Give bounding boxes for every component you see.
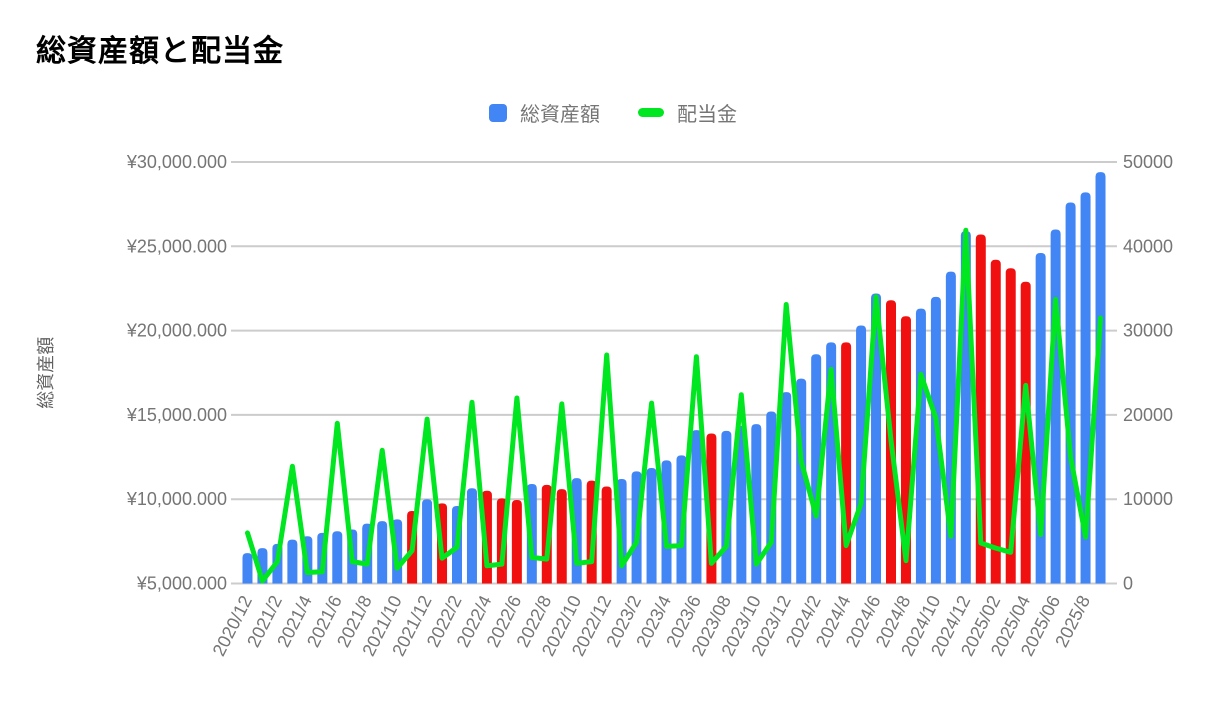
page-title: 総資産額と配当金 [36,35,284,68]
right-axis-tick-label: 30000 [1123,321,1173,341]
left-axis-tick-label: ¥25,000.000 [126,236,227,256]
left-axis-title: 総資産額 [36,337,56,409]
left-axis-tick-label: ¥5,000.000 [136,574,227,594]
right-axis-tick-label: 20000 [1123,405,1173,425]
right-axis-tick-label: 40000 [1123,236,1173,256]
asset-bar-2022/9 [556,489,567,584]
asset-bar-2025/6 [1050,229,1061,584]
asset-bar-2025/7 [1065,202,1076,584]
asset-bar-2022/3 [466,488,477,584]
asset-bar-2024/5 [856,325,867,584]
asset-bar-2023/12 [781,392,792,584]
legend-label-dividends: 配当金 [677,104,737,126]
dividends-legend-swatch-icon [638,108,664,117]
asset-bar-2021/9 [377,521,388,584]
asset-bar-2025/9 [1095,172,1106,584]
right-axis-tick-label: 10000 [1123,489,1173,509]
left-axis-tick-label: ¥15,000.000 [126,405,227,425]
asset-bar-2023/9 [736,425,747,584]
asset-bar-2024/6 [871,293,882,584]
asset-bar-2025/2 [990,259,1001,584]
right-axis-tick-label: 50000 [1123,152,1173,172]
asset-bar-2021/3 [287,539,298,584]
left-axis-tick-label: ¥10,000.000 [126,489,227,509]
asset-bar-2023/4 [661,460,672,584]
right-axis-tick-label: 0 [1123,574,1133,594]
left-axis-tick-label: ¥30,000.000 [126,152,227,172]
x-axis-tick-label: 2020/12 [209,592,256,659]
asset-bar-2022/12 [601,486,612,584]
asset-bar-2022/6 [511,500,522,584]
chart-legend: 総資産額 配当金 [0,98,1226,127]
asset-bar-2024/2 [811,354,822,584]
assets-legend-swatch-icon [489,103,507,122]
asset-bar-2021/6 [332,531,343,584]
legend-item-assets[interactable]: 総資産額 [489,98,600,127]
left-axis-tick-label: ¥20,000.000 [126,321,227,341]
asset-bar-2025/4 [1020,281,1031,584]
legend-label-assets: 総資産額 [520,104,600,126]
asset-bar-2023/6 [691,430,702,584]
asset-bar-2024/10 [930,296,941,584]
asset-bar-2021/12 [422,499,433,584]
asset-bar-2020/12 [242,553,253,584]
dividend-line [245,227,1103,584]
legend-item-dividends[interactable]: 配当金 [638,98,737,127]
asset-bar-2023/3 [646,468,657,584]
